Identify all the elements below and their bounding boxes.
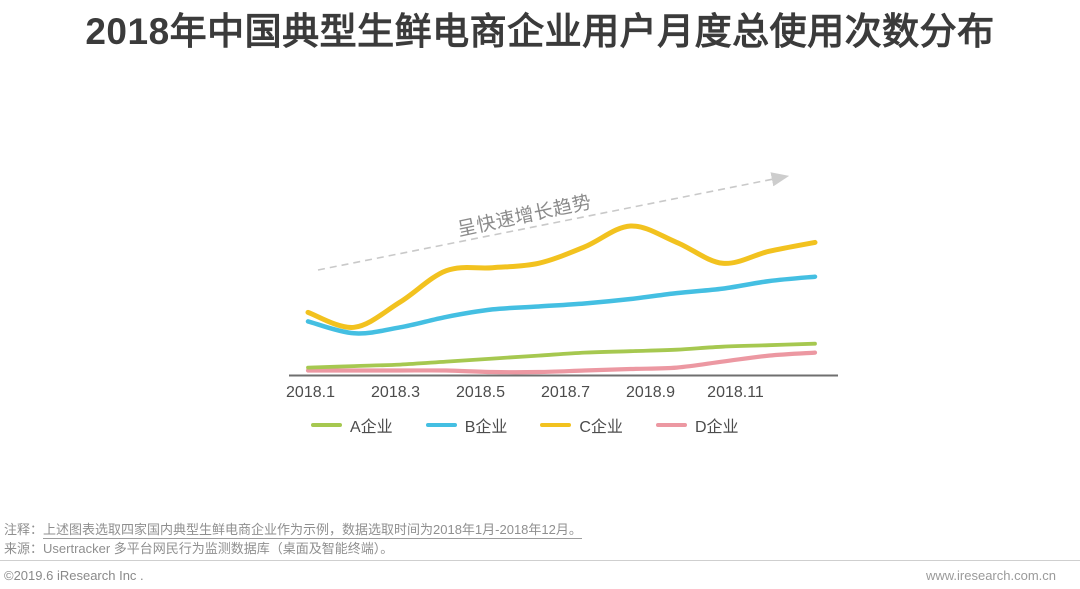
legend-item-b: B企业 (425, 413, 508, 437)
chart-legend: A企业 B企业 C企业 D企业 (311, 413, 739, 437)
x-axis-labels: 2018.1 2018.3 2018.5 2018.7 2018.9 2018.… (268, 384, 778, 402)
legend-swatch-c (540, 423, 572, 427)
series-line-A企业 (306, 341, 817, 370)
chart-title: 2018年中国典型生鲜电商企业用户月度总使用次数分布 (85, 11, 995, 52)
source-text: Usertracker 多平台网民行为监测数据库（桌面及智能终端）。 (43, 541, 394, 556)
series-line-C企业 (305, 223, 818, 330)
legend-item-c: C企业 (540, 413, 623, 437)
source-line: 来源：Usertracker 多平台网民行为监测数据库（桌面及智能终端）。 (4, 539, 582, 558)
legend-label-a: A企业 (350, 419, 393, 436)
note-label: 注释： (4, 522, 44, 537)
series-lines (305, 223, 818, 375)
series-line-D企业 (305, 350, 818, 375)
x-tick-label: 2018.1 (286, 384, 335, 401)
series-line-B企业 (305, 274, 818, 336)
legend-label-d: D企业 (694, 419, 739, 436)
legend-item-a: A企业 (311, 413, 393, 437)
x-tick-label: 2018.3 (371, 384, 420, 401)
legend-item-d: D企业 (655, 413, 739, 437)
source-label: 来源： (4, 541, 44, 556)
copyright-text: ©2019.6 iResearch Inc . (4, 568, 144, 583)
x-tick-label: 2018.11 (707, 384, 764, 401)
note-line: 注释：上述图表选取四家国内典型生鲜电商企业作为示例，数据选取时间为2018年1月… (4, 520, 582, 539)
trend-arrow (317, 172, 790, 271)
x-tick-label: 2018.5 (456, 384, 505, 401)
legend-swatch-a (311, 423, 342, 427)
legend-label-c: C企业 (579, 419, 623, 436)
line-chart-canvas (289, 172, 838, 377)
legend-swatch-b (425, 423, 457, 427)
x-tick-label: 2018.9 (626, 384, 675, 401)
legend-swatch-d (655, 423, 687, 427)
footer-divider (0, 560, 1080, 561)
website-link[interactable]: www.iresearch.com.cn (925, 568, 1056, 583)
note-text: 上述图表选取四家国内典型生鲜电商企业作为示例，数据选取时间为2018年1月-20… (43, 522, 582, 539)
footnotes: 注释：上述图表选取四家国内典型生鲜电商企业作为示例，数据选取时间为2018年1月… (4, 520, 582, 558)
x-tick-label: 2018.7 (541, 384, 590, 401)
legend-label-b: B企业 (464, 419, 508, 436)
